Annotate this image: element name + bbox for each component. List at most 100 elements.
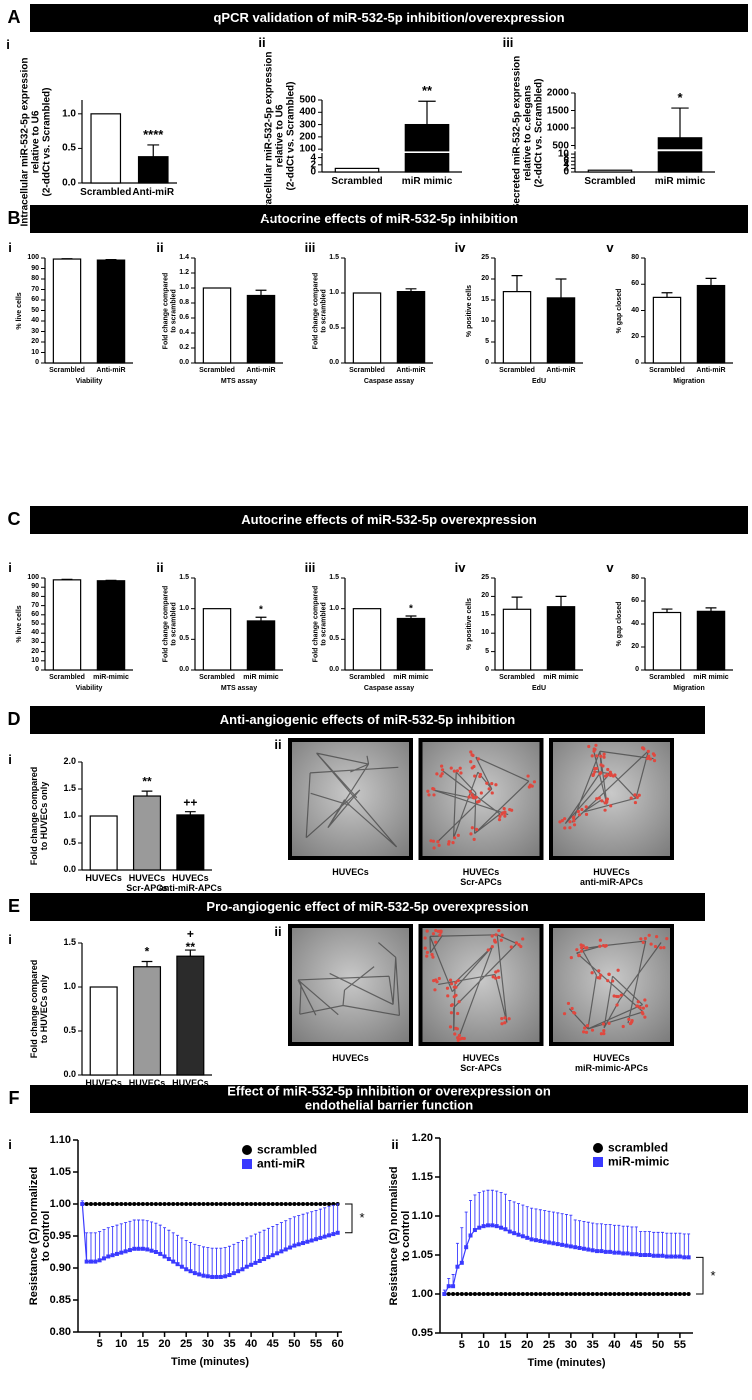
y-tick-label: 2 [563, 162, 569, 174]
x-axis-label: Caspase assay [363, 377, 415, 385]
data-point [114, 1202, 119, 1206]
error-bar [665, 1232, 669, 1257]
labelled-cell [569, 955, 573, 960]
labelled-cell [572, 819, 576, 823]
data-point [309, 1202, 314, 1206]
error-bar [682, 1233, 686, 1258]
section-title: Pro-angiogenic effect of miR-532-5p over… [206, 898, 529, 914]
bar [352, 292, 382, 364]
tube-network [429, 934, 518, 1037]
labelled-cell [439, 774, 443, 778]
panel-label: i [6, 36, 10, 52]
y-tick-label: 0.0 [329, 359, 339, 367]
x-tick-label: 35 [586, 1339, 599, 1351]
panel-label: ii [156, 559, 164, 575]
labelled-cell [577, 813, 582, 817]
labelled-cell [429, 839, 433, 843]
y-tick-label: 100 [27, 574, 39, 582]
data-point [270, 1202, 275, 1206]
labelled-cell [460, 1036, 464, 1040]
data-point [499, 1292, 504, 1296]
y-tick-label: 1.5 [179, 574, 189, 582]
data-point [503, 1227, 508, 1232]
legend-label: scrambled [608, 1140, 669, 1155]
y-axis-label: Fold change compared to HUVECs only [29, 959, 49, 1059]
error-bar [111, 1225, 115, 1256]
tube-network [433, 756, 530, 843]
data-point [301, 1241, 306, 1246]
y-tick-label: 0.95 [411, 1326, 433, 1339]
labelled-cell [500, 933, 504, 937]
error-bar [569, 1214, 573, 1247]
error-bar [305, 1212, 309, 1242]
labelled-cell [431, 839, 436, 843]
bar [176, 814, 205, 871]
data-point [145, 1247, 150, 1252]
data-point [314, 1237, 319, 1242]
section-letter: C [7, 509, 21, 530]
bar [89, 986, 118, 1076]
error-bar [85, 1232, 89, 1262]
data-point [612, 1250, 617, 1255]
labelled-cell [449, 1003, 454, 1008]
data-point [288, 1202, 293, 1206]
labelled-cell [606, 767, 610, 772]
y-tick-label: 0.8 [179, 299, 189, 307]
section-header-bar [30, 506, 748, 534]
labelled-cell [509, 945, 513, 949]
x-tick-label: 55 [673, 1339, 687, 1351]
y-tick-label: 0.5 [179, 635, 189, 643]
x-tick-label: Scrambled [349, 674, 385, 681]
y-tick-label: 80 [31, 275, 39, 283]
y-tick-label: 5 [485, 338, 489, 346]
error-bar [687, 1233, 691, 1258]
error-bar [331, 1204, 335, 1235]
y-tick-label: 500 [552, 140, 569, 151]
data-point [529, 1292, 534, 1296]
bar [546, 606, 576, 671]
labelled-cell [434, 940, 438, 944]
data-point [158, 1251, 163, 1256]
x-tick-label: Scrambled [80, 187, 132, 198]
data-point [119, 1250, 124, 1255]
y-axis-label: Fold change compared to scrambled [162, 272, 177, 349]
data-point [266, 1202, 271, 1206]
error-bar [512, 1201, 516, 1234]
data-point [318, 1235, 323, 1240]
x-tick-label: Scrambled [331, 176, 383, 187]
x-tick-label: 5 [96, 1338, 103, 1350]
data-point [223, 1274, 228, 1279]
significance-label: + ** [185, 926, 195, 955]
error-bar [288, 1218, 292, 1248]
labelled-cell [500, 1016, 504, 1021]
y-tick-label: 1.0 [179, 284, 189, 292]
data-point [503, 1292, 508, 1296]
y-tick-label: 25 [481, 574, 489, 582]
x-tick-label: Anti-miR [396, 367, 426, 374]
labelled-cell [426, 789, 430, 793]
data-point [166, 1257, 171, 1262]
error-bar [232, 1243, 236, 1274]
error-bar [517, 1203, 521, 1235]
labelled-cell [435, 772, 439, 776]
y-axis-label: Fold change compared to scrambled [312, 272, 327, 349]
x-tick-label: Scrambled [49, 674, 85, 681]
labelled-cell [643, 1015, 647, 1019]
data-point [651, 1253, 656, 1258]
data-point [114, 1251, 119, 1256]
x-tick-label: Anti-miR [696, 367, 726, 374]
error-bar [405, 288, 417, 292]
labelled-cell [446, 994, 450, 998]
micrograph [549, 738, 674, 860]
y-tick-label: 10 [557, 148, 569, 160]
labelled-cell [469, 750, 473, 754]
data-point [621, 1292, 626, 1296]
significance-label: * [144, 944, 150, 959]
data-point [240, 1267, 245, 1272]
labelled-cell [469, 832, 473, 836]
y-tick-label: 80 [31, 592, 39, 600]
error-bar [150, 1221, 154, 1251]
labelled-cell [456, 833, 460, 837]
error-bar [469, 1199, 473, 1236]
x-axis-label: EdU [532, 684, 546, 692]
